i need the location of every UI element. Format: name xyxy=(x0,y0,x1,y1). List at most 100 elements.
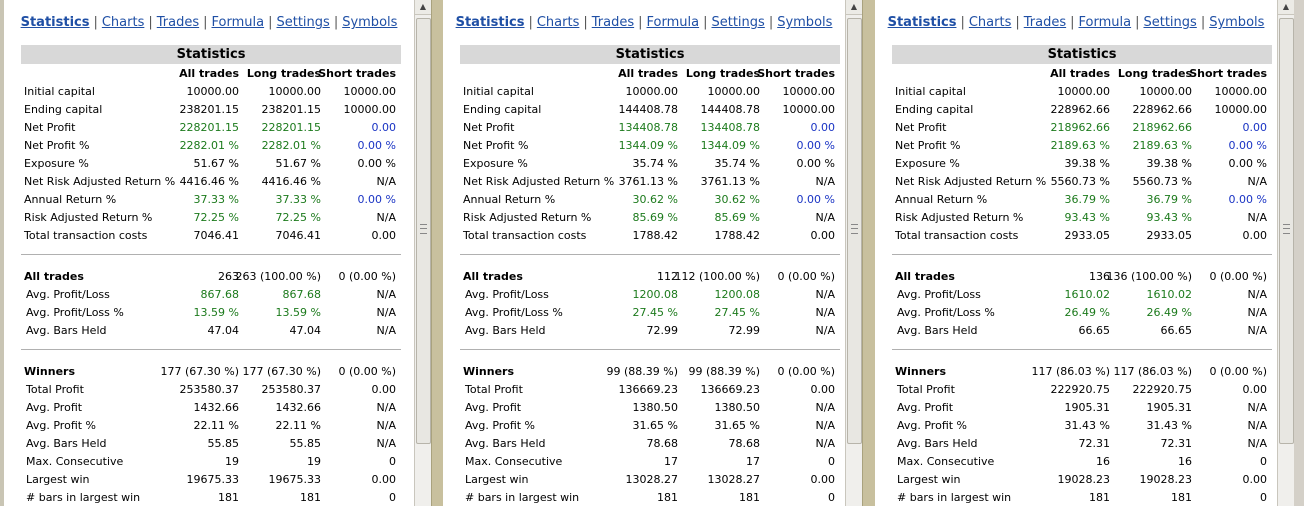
cell-value: N/A xyxy=(815,401,835,414)
cell-value: 0.00 % xyxy=(1228,193,1267,206)
nav-link-settings[interactable]: Settings xyxy=(1143,15,1197,30)
nav-link-formula[interactable]: Formula xyxy=(646,15,700,30)
stat-row: Annual Return % 36.79 % 36.79 % 0.00 % xyxy=(892,190,1272,208)
grip-icon xyxy=(1283,224,1290,234)
stat-row: Ending capital 228962.66 228962.66 10000.00 xyxy=(892,100,1272,118)
cell-value: 181 xyxy=(300,491,321,504)
cell-value: 3761.13 % xyxy=(618,175,678,188)
cell-value: 51.67 % xyxy=(193,157,239,170)
nav-link-trades[interactable]: Trades xyxy=(1023,15,1067,30)
nav-link-formula[interactable]: Formula xyxy=(1078,15,1132,30)
row-label: # bars in largest win xyxy=(26,491,141,504)
row-label: Initial capital xyxy=(463,85,534,98)
stat-row: All trades 136 136 (100.00 %) 0 (0.00 %) xyxy=(892,267,1272,285)
nav-link-trades[interactable]: Trades xyxy=(591,15,635,30)
stat-row: # bars in largest win 181 181 0 xyxy=(892,488,1272,506)
cell-value: 10000.00 xyxy=(1139,85,1193,98)
row-label: Avg. Profit xyxy=(897,401,954,414)
row-label: Exposure % xyxy=(463,157,528,170)
nav-link-charts[interactable]: Charts xyxy=(101,15,145,30)
row-label: Avg. Profit % xyxy=(26,419,97,432)
scroll-thumb[interactable] xyxy=(416,18,431,444)
nav-link-charts[interactable]: Charts xyxy=(968,15,1012,30)
cell-value: 1200.08 xyxy=(632,288,679,301)
column-header: Long trades xyxy=(1117,67,1192,80)
nav-link-statistics[interactable]: Statistics xyxy=(20,15,90,30)
stat-row: Net Risk Adjusted Return % 3761.13 % 3761.… xyxy=(460,172,840,190)
cell-value: 37.33 % xyxy=(193,193,239,206)
row-label: Largest win xyxy=(897,473,961,486)
nav-link-formula[interactable]: Formula xyxy=(211,15,265,30)
cell-value: 181 xyxy=(1089,491,1110,504)
cell-value: 238201.15 xyxy=(261,103,322,116)
cell-value: N/A xyxy=(815,324,835,337)
nav-link-charts[interactable]: Charts xyxy=(536,15,580,30)
cell-value: 72.25 % xyxy=(193,211,239,224)
cell-value: 117 (86.03 %) xyxy=(1031,365,1110,378)
statistics-table: Statistics All trades Long trades Short tra… xyxy=(460,45,840,506)
column-header: Short trades xyxy=(1189,67,1267,80)
cell-value: 4416.46 % xyxy=(179,175,239,188)
scroll-thumb[interactable] xyxy=(847,18,862,444)
cell-value: 0.00 % xyxy=(1228,157,1267,170)
cell-value: N/A xyxy=(1247,306,1267,319)
cell-value: 26.49 % xyxy=(1064,306,1110,319)
stat-row: Net Profit 134408.78 134408.78 0.00 xyxy=(460,118,840,136)
nav-link-symbols[interactable]: Symbols xyxy=(342,15,398,30)
row-label: Max. Consecutive xyxy=(465,455,563,468)
scroll-thumb[interactable] xyxy=(1279,18,1294,444)
nav-link-settings[interactable]: Settings xyxy=(711,15,765,30)
column-header: Long trades xyxy=(685,67,760,80)
vertical-scrollbar[interactable]: ▲ xyxy=(414,0,431,506)
cell-value: 181 xyxy=(218,491,239,504)
scroll-up-icon[interactable]: ▲ xyxy=(415,0,431,15)
cell-value: 0 xyxy=(1260,455,1267,468)
row-label: Max. Consecutive xyxy=(897,455,995,468)
nav-link-trades[interactable]: Trades xyxy=(156,15,200,30)
cell-value: 36.79 % xyxy=(1146,193,1192,206)
cell-value: N/A xyxy=(1247,288,1267,301)
cell-value: 10000.00 xyxy=(707,85,761,98)
cell-value: N/A xyxy=(376,211,396,224)
cell-value: 1788.42 xyxy=(632,229,679,242)
row-label: Risk Adjusted Return % xyxy=(463,211,592,224)
nav-link-statistics[interactable]: Statistics xyxy=(887,15,957,30)
nav-link-symbols[interactable]: Symbols xyxy=(777,15,833,30)
stat-row: Winners 177 (67.30 %) 177 (67.30 %) 0 (0.00… xyxy=(21,362,401,380)
cell-value: 1344.09 % xyxy=(700,139,760,152)
vertical-scrollbar[interactable]: ▲ xyxy=(1277,0,1294,506)
vertical-scrollbar[interactable]: ▲ xyxy=(845,0,862,506)
stat-row: Net Profit % 1344.09 % 1344.09 % 0.00 % xyxy=(460,136,840,154)
cell-value: 136669.23 xyxy=(700,383,761,396)
stat-row: Initial capital 10000.00 10000.00 10000.00 xyxy=(892,82,1272,100)
nav-link-statistics[interactable]: Statistics xyxy=(455,15,525,30)
stat-row: Annual Return % 37.33 % 37.33 % 0.00 % xyxy=(21,190,401,208)
column-header-row: All trades Long trades Short trades xyxy=(892,64,1272,82)
cell-value: 0 xyxy=(389,455,396,468)
row-label: Initial capital xyxy=(24,85,95,98)
column-header: All trades xyxy=(618,67,678,80)
stat-row: Initial capital 10000.00 10000.00 10000.00 xyxy=(21,82,401,100)
row-label: Avg. Profit % xyxy=(897,419,968,432)
nav-separator: | xyxy=(638,15,643,30)
cell-value: 177 (67.30 %) xyxy=(242,365,321,378)
stat-row: Net Profit % 2282.01 % 2282.01 % 0.00 % xyxy=(21,136,401,154)
nav-link-settings[interactable]: Settings xyxy=(276,15,330,30)
cell-value: 72.25 % xyxy=(275,211,321,224)
cell-value: 0.00 % xyxy=(357,157,396,170)
cell-value: 66.65 xyxy=(1160,324,1193,337)
column-header-row: All trades Long trades Short trades xyxy=(460,64,840,82)
scroll-up-icon[interactable]: ▲ xyxy=(1278,0,1294,15)
row-label: Total transaction costs xyxy=(895,229,1019,242)
cell-value: 136 (100.00 %) xyxy=(1106,270,1192,283)
grip-icon xyxy=(420,224,427,234)
nav-separator: | xyxy=(93,15,98,30)
nav-link-symbols[interactable]: Symbols xyxy=(1209,15,1265,30)
row-label: All trades xyxy=(895,270,955,283)
scroll-up-icon[interactable]: ▲ xyxy=(846,0,862,15)
cell-value: 136 xyxy=(1089,270,1110,283)
cell-value: 0.00 xyxy=(1242,473,1268,486)
cell-value: 31.43 % xyxy=(1146,419,1192,432)
stat-row: Max. Consecutive 17 17 0 xyxy=(460,452,840,470)
cell-value: 177 (67.30 %) xyxy=(160,365,239,378)
